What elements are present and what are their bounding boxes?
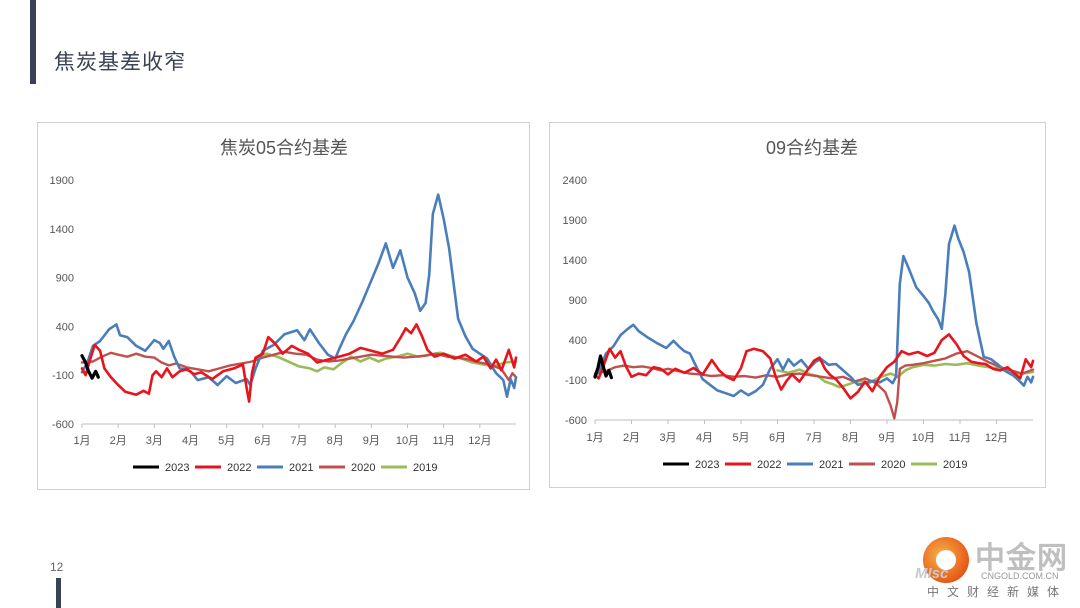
legend-label-2020: 2020 <box>881 459 905 471</box>
x-tick-label: 3月 <box>659 432 676 444</box>
x-tick-label: 4月 <box>182 435 199 447</box>
legend-label-2020: 2020 <box>351 462 375 474</box>
series-line-2020 <box>593 350 1035 420</box>
x-tick-label: 7月 <box>290 435 307 447</box>
logo-url-text: CNGOLD.COM.CN <box>981 571 1059 581</box>
legend-label-2022: 2022 <box>227 462 251 474</box>
legend-label-2022: 2022 <box>757 459 781 471</box>
x-tick-label: 10月 <box>396 435 419 447</box>
legend-label-2023: 2023 <box>165 462 189 474</box>
x-tick-label: 2月 <box>623 432 640 444</box>
x-tick-label: 11月 <box>432 435 454 447</box>
logo-emblem-icon <box>923 537 969 583</box>
x-tick-label: 12月 <box>468 435 491 447</box>
x-tick-label: 8月 <box>842 432 859 444</box>
y-tick-label: 900 <box>569 295 587 307</box>
logo-subtitle: 中文财经新媒体 <box>927 585 1068 599</box>
bottom-accent-bar <box>56 578 61 608</box>
series-line-2019 <box>254 351 518 373</box>
y-tick-label: 400 <box>569 335 587 347</box>
y-tick-label: 1900 <box>563 215 587 227</box>
series-line-2021 <box>80 193 518 398</box>
legend-label-2019: 2019 <box>943 459 967 471</box>
series-line-2019 <box>776 361 1035 389</box>
y-tick-label: -600 <box>565 415 587 427</box>
x-tick-label: 12月 <box>985 432 1008 444</box>
title-accent-bar <box>30 0 36 84</box>
y-tick-label: 1400 <box>563 255 587 267</box>
series-line-2023 <box>80 354 100 380</box>
y-tick-label: 1400 <box>50 224 74 236</box>
x-tick-label: 7月 <box>805 432 822 444</box>
x-tick-label: 4月 <box>696 432 713 444</box>
x-tick-label: 11月 <box>949 432 971 444</box>
page-title: 焦炭基差收窄 <box>54 51 186 74</box>
chart-panel-09-contract: 09合约基差 -600 -100 400 900 1400 1900 2400 1月 2月 3月 4月… <box>549 122 1046 488</box>
x-tick-label: 9月 <box>878 432 895 444</box>
y-tick-label: -100 <box>565 375 587 387</box>
x-tick-label: 9月 <box>363 435 380 447</box>
x-tick-label: 1月 <box>73 435 90 447</box>
legend-label-2021: 2021 <box>819 459 843 471</box>
series-line-2021 <box>593 224 1035 398</box>
x-tick-label: 6月 <box>769 432 786 444</box>
y-tick-label: 900 <box>56 273 74 285</box>
y-tick-label: -100 <box>52 370 74 382</box>
legend-label-2021: 2021 <box>289 462 313 474</box>
x-tick-label: 1月 <box>586 432 603 444</box>
series-line-2022 <box>80 323 518 403</box>
legend-label-2023: 2023 <box>695 459 719 471</box>
y-tick-label: 1900 <box>50 175 74 187</box>
legend-label-2019: 2019 <box>413 462 437 474</box>
x-tick-label: 5月 <box>732 432 749 444</box>
series-line-2022 <box>593 333 1035 400</box>
x-tick-label: 2月 <box>110 435 127 447</box>
page-number: 12 <box>50 560 64 574</box>
chart-panel-05-contract: 焦炭05合约基差 -600 -100 400 900 1400 1900 1月 2月 3月 4月 5月… <box>37 122 530 490</box>
y-tick-label: 2400 <box>563 175 587 187</box>
series-line-2023 <box>593 354 613 380</box>
x-tick-label: 6月 <box>254 435 271 447</box>
logo-mark-text: MIsc <box>915 565 949 582</box>
x-tick-label: 8月 <box>327 435 344 447</box>
cngold-logo: MIsc 中金网 CNGOLD.COM.CN 中文财经新媒体 <box>915 535 1075 605</box>
chart-title: 焦炭05合约基差 <box>220 138 348 158</box>
x-tick-label: 5月 <box>218 435 235 447</box>
logo-main-text: 中金网 <box>975 542 1068 575</box>
y-tick-label: -600 <box>52 419 74 431</box>
chart-title: 09合约基差 <box>766 138 858 158</box>
x-tick-label: 10月 <box>912 432 935 444</box>
x-tick-label: 3月 <box>146 435 163 447</box>
basis-09-chart: 09合约基差 -600 -100 400 900 1400 1900 2400 1月 2月 3月 4月… <box>563 138 1035 471</box>
basis-05-chart: 焦炭05合约基差 -600 -100 400 900 1400 1900 1月 2月 3月 4月 5月… <box>50 138 518 474</box>
y-tick-label: 400 <box>56 321 74 333</box>
